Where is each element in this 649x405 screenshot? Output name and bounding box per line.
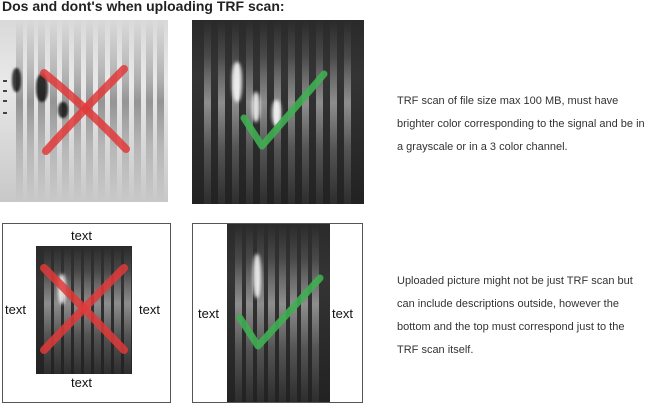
red-x-icon [38,262,130,354]
green-check-icon [238,70,330,152]
bottom-description: Uploaded picture might not be just TRF s… [397,270,647,362]
label-right: text [139,302,160,317]
page-title: Dos and dont's when uploading TRF scan: [2,0,285,14]
label-left: text [5,302,26,317]
red-x-icon [40,65,130,155]
label-left: text [198,306,219,321]
green-check-icon [234,272,326,354]
label-bottom: text [71,375,92,390]
label-right: text [332,306,353,321]
top-description: TRF scan of file size max 100 MB, must h… [397,90,647,159]
label-top: text [71,228,92,243]
